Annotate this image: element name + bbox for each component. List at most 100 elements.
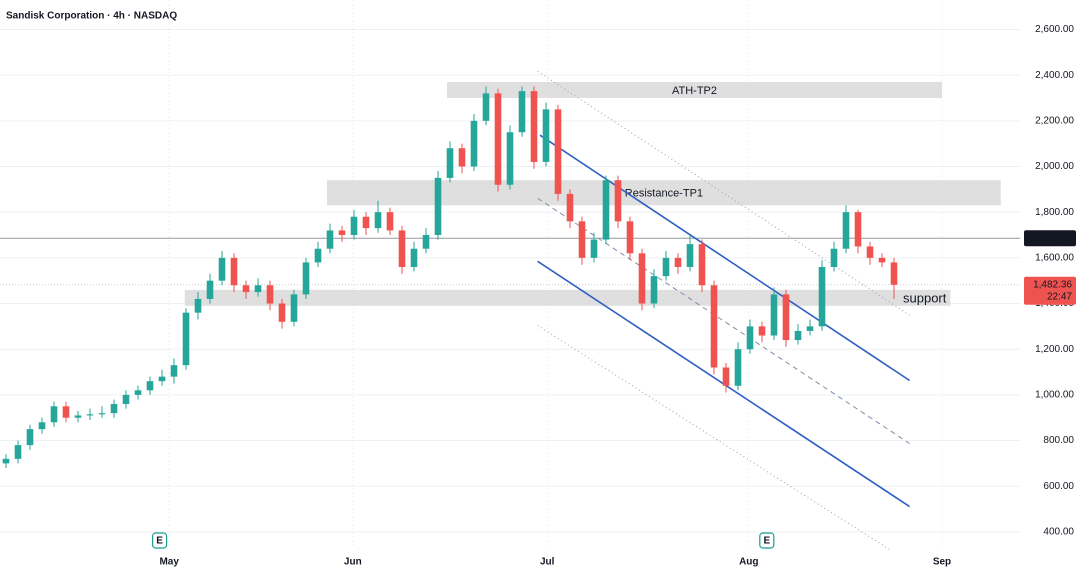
countdown-label: 22:47 xyxy=(1047,291,1072,302)
candle-body xyxy=(842,212,850,249)
candle-body xyxy=(38,422,46,430)
candle-body xyxy=(62,406,70,418)
candle-body xyxy=(818,266,826,327)
candle-body xyxy=(806,326,814,331)
earnings-label: E xyxy=(763,536,770,547)
candle-body xyxy=(638,253,646,304)
x-tick-label: Jun xyxy=(344,557,362,568)
candle-body xyxy=(14,445,22,459)
candle-body xyxy=(866,246,874,258)
candle-body xyxy=(266,285,274,304)
candle-body xyxy=(362,216,370,229)
candle-body xyxy=(482,93,490,121)
candle-body xyxy=(122,394,130,405)
x-tick-label: Jul xyxy=(540,557,555,568)
candle-body xyxy=(758,326,766,336)
candle-body xyxy=(206,280,214,299)
candle-body xyxy=(74,415,82,418)
chart-title: Sandisk Corporation · 4h · NASDAQ xyxy=(6,11,177,22)
candle-body xyxy=(446,148,454,178)
y-tick-label: 2,600.00 xyxy=(1035,24,1074,35)
drawings xyxy=(0,70,1020,550)
earnings-label: E xyxy=(156,536,163,547)
zone-label: support xyxy=(903,290,947,305)
candle-body xyxy=(590,239,598,258)
y-tick-label: 600.00 xyxy=(1043,481,1074,492)
candle-body xyxy=(794,330,802,341)
candle-body xyxy=(830,248,838,267)
y-tick-label: 1,800.00 xyxy=(1035,207,1074,218)
candle-body xyxy=(698,244,706,286)
candle-body xyxy=(110,404,118,414)
candle-body xyxy=(182,312,190,366)
y-tick-label: 2,000.00 xyxy=(1035,161,1074,172)
candle-body xyxy=(542,109,550,162)
reference-price-box xyxy=(1024,230,1076,247)
x-tick-label: Aug xyxy=(739,557,758,568)
trend-line xyxy=(539,134,911,382)
candle-body xyxy=(554,109,562,194)
last-price-label: 1,482.36 xyxy=(1033,279,1072,290)
candle-body xyxy=(470,120,478,167)
candle-body xyxy=(26,429,34,446)
candle-body xyxy=(98,413,106,415)
trend-line xyxy=(537,197,910,444)
candle-body xyxy=(602,180,610,240)
zone xyxy=(447,81,942,98)
trend-line xyxy=(537,325,890,550)
candle-body xyxy=(530,91,538,162)
y-tick-label: 1,600.00 xyxy=(1035,252,1074,263)
candle-body xyxy=(878,257,886,263)
candle-body xyxy=(326,230,334,249)
candle-body xyxy=(614,180,622,222)
reference-price-label: 1,685.64 xyxy=(1033,233,1072,244)
candle-body xyxy=(374,212,382,229)
candle-body xyxy=(770,294,778,336)
candle-body xyxy=(278,303,286,322)
candle-body xyxy=(686,244,694,267)
candle-body xyxy=(254,285,262,293)
candle-body xyxy=(194,298,202,313)
candle-body xyxy=(494,93,502,185)
candle-body xyxy=(662,257,670,277)
grid xyxy=(0,0,1020,545)
y-tick-label: 2,400.00 xyxy=(1035,70,1074,81)
candle-body xyxy=(518,91,526,133)
candle-body xyxy=(2,458,10,464)
candle-body xyxy=(86,414,94,416)
candle-body xyxy=(434,177,442,236)
y-tick-label: 800.00 xyxy=(1043,435,1074,446)
y-tick-label: 1,000.00 xyxy=(1035,390,1074,401)
candle-body xyxy=(746,326,754,350)
candle-body xyxy=(506,132,514,185)
axes: 400.00600.00800.001,000.001,200.001,400.… xyxy=(152,24,1076,568)
candle-body xyxy=(890,262,898,285)
candle-body xyxy=(290,294,298,322)
candle-body xyxy=(422,235,430,249)
candle-body xyxy=(338,230,346,236)
candle-body xyxy=(410,248,418,267)
last-price-box xyxy=(1024,276,1076,305)
candle-body xyxy=(218,257,226,281)
candle-body xyxy=(578,221,586,258)
candle-body xyxy=(734,349,742,386)
x-tick-label: Sep xyxy=(933,557,951,568)
candle-body xyxy=(146,381,154,391)
candle-body xyxy=(50,406,58,423)
zone-label: ATH-TP2 xyxy=(672,85,717,97)
candle-body xyxy=(710,285,718,368)
candle-body xyxy=(134,390,142,395)
candle-body xyxy=(566,193,574,222)
candle-body xyxy=(398,230,406,267)
candle-body xyxy=(314,248,322,263)
candle-body xyxy=(674,257,682,267)
candle-body xyxy=(386,212,394,231)
candle-body xyxy=(242,285,250,293)
earnings-marker xyxy=(152,532,168,549)
y-tick-label: 400.00 xyxy=(1043,527,1074,538)
candle-body xyxy=(230,257,238,286)
y-tick-label: 1,200.00 xyxy=(1035,344,1074,355)
candle-body xyxy=(854,212,862,247)
earnings-marker xyxy=(759,532,775,549)
